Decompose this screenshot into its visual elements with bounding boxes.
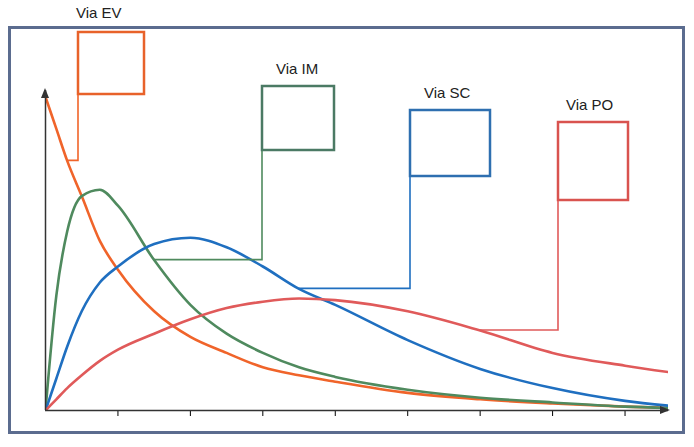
svg-text:Via PO: Via PO	[566, 96, 613, 113]
svg-text:Via EV: Via EV	[76, 4, 122, 21]
svg-text:Via SC: Via SC	[424, 84, 471, 101]
svg-text:Via IM: Via IM	[276, 60, 318, 77]
